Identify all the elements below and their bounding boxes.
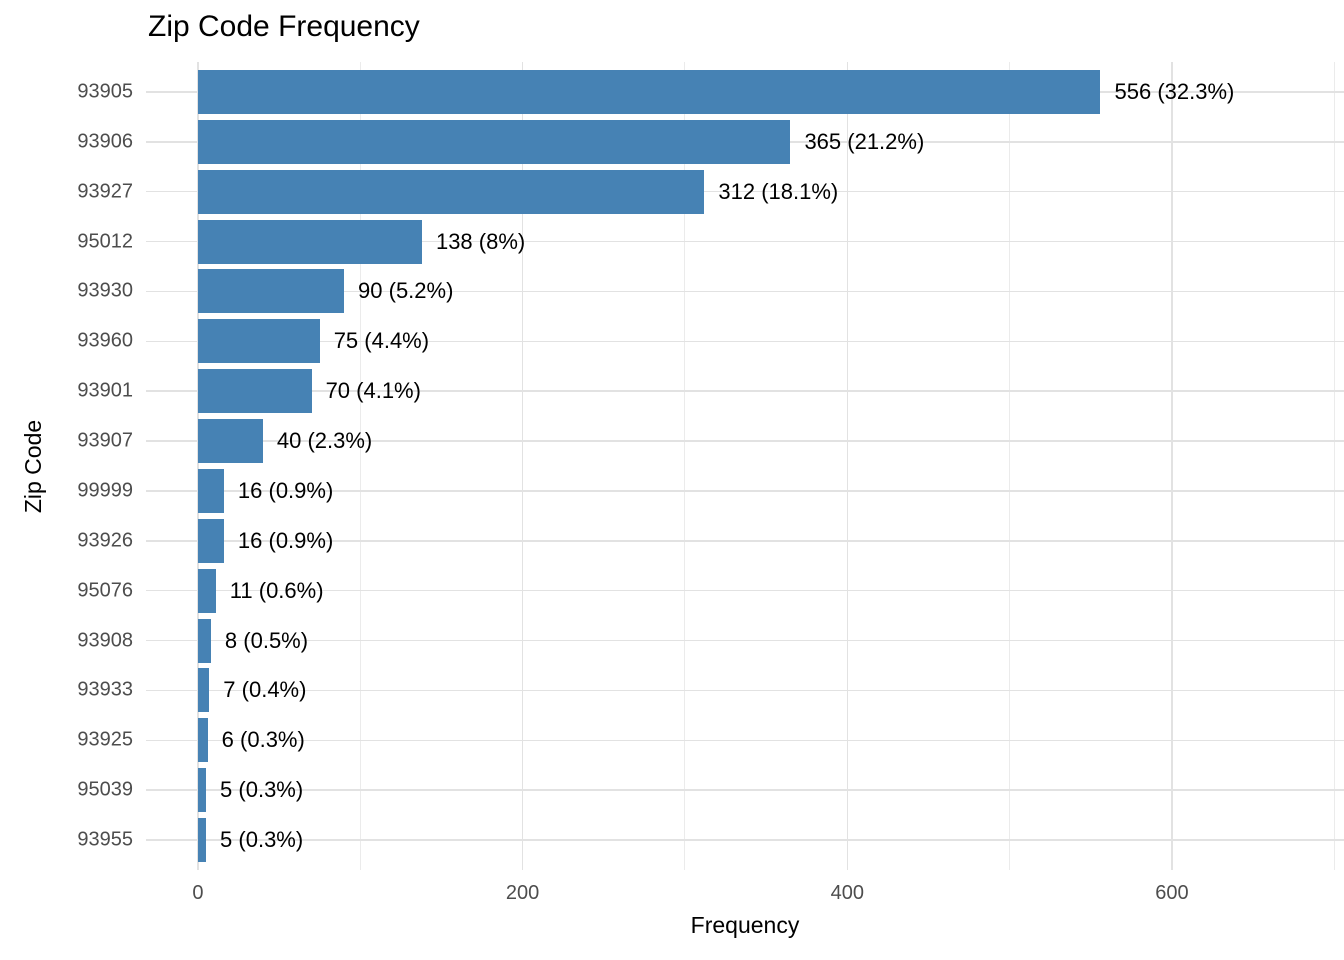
y-tick-label-93905: 93905 xyxy=(77,80,133,103)
gridline-major-y-93925 xyxy=(146,739,1344,742)
chart-title: Zip Code Frequency xyxy=(148,10,420,43)
bar-value-label-93925: 6 (0.3%) xyxy=(221,727,305,753)
bar-95076 xyxy=(197,568,216,613)
bar-value-label-93908: 8 (0.5%) xyxy=(224,627,309,653)
y-tick-label-93926: 93926 xyxy=(77,529,133,552)
x-tick-label-400: 400 xyxy=(830,882,864,904)
gridline-major-y-95012 xyxy=(146,240,1344,243)
bar-93906 xyxy=(197,119,791,164)
y-tick-label-95039: 95039 xyxy=(77,778,133,801)
bar-93926 xyxy=(197,518,224,563)
x-tick-label-200: 200 xyxy=(505,882,540,904)
bar-93925 xyxy=(197,718,208,763)
gridline-minor-x-300 xyxy=(684,62,686,870)
gridline-minor-x-500 xyxy=(1009,62,1011,870)
bar-value-label-93960: 75 (4.4%) xyxy=(333,328,430,354)
bar-93907 xyxy=(197,419,263,464)
y-tick-label-93927: 93927 xyxy=(77,180,133,203)
gridline-major-x-0 xyxy=(197,62,199,870)
gridline-major-y-93901 xyxy=(146,390,1344,392)
bar-93930 xyxy=(197,269,345,314)
bar-value-label-93927: 312 (18.1%) xyxy=(718,178,839,204)
bar-value-label-93955: 5 (0.3%) xyxy=(220,827,304,853)
y-tick-label-93933: 93933 xyxy=(77,678,133,701)
gridline-major-y-93930 xyxy=(146,290,1344,293)
y-tick-label-93907: 93907 xyxy=(77,429,133,452)
gridline-major-y-93926 xyxy=(146,540,1344,542)
gridline-major-x-400 xyxy=(846,62,849,870)
bar-value-label-93930: 90 (5.2%) xyxy=(358,278,454,304)
y-tick-label-93930: 93930 xyxy=(77,279,133,302)
gridline-major-x-600 xyxy=(1171,62,1173,870)
bar-value-label-99999: 16 (0.9%) xyxy=(237,477,334,503)
plot-panel: 556 (32.3%) 365 (21.2%) 312 (18.1%) 138 (8%… xyxy=(146,62,1344,870)
y-tick-label-93955: 93955 xyxy=(77,828,133,851)
x-axis-title: Frequency xyxy=(690,912,800,938)
gridline-major-y-99999 xyxy=(146,490,1344,492)
bar-value-label-95076: 11 (0.6%) xyxy=(229,577,324,603)
y-tick-label-95012: 95012 xyxy=(77,230,133,253)
bar-value-label-93905: 556 (32.3%) xyxy=(1114,78,1235,104)
bar-value-label-93901: 70 (4.1%) xyxy=(325,378,421,404)
gridline-major-x-200 xyxy=(521,62,524,870)
bar-93933 xyxy=(197,668,210,713)
bar-93927 xyxy=(197,169,705,214)
y-tick-labels: 93905 93906 93927 95012 93930 93960 93901 93907… xyxy=(0,62,133,870)
bar-93960 xyxy=(197,319,320,364)
x-tick-label-0: 0 xyxy=(192,882,204,904)
gridline-major-y-93933 xyxy=(146,689,1344,692)
y-tick-label-93901: 93901 xyxy=(77,379,133,402)
bar-value-label-93907: 40 (2.3%) xyxy=(276,428,373,454)
gridline-minor-x-100 xyxy=(359,62,361,870)
y-tick-label-93906: 93906 xyxy=(77,130,133,153)
bar-value-label-93933: 7 (0.4%) xyxy=(223,677,307,703)
y-tick-label-93960: 93960 xyxy=(77,329,133,352)
bar-93955 xyxy=(197,818,207,863)
bar-95012 xyxy=(197,219,422,264)
bar-95039 xyxy=(197,768,207,813)
bar-99999 xyxy=(197,468,224,513)
bar-value-label-95039: 5 (0.3%) xyxy=(220,777,304,803)
bar-93901 xyxy=(197,369,312,414)
gridline-major-y-93907 xyxy=(146,440,1344,442)
gridline-major-y-93908 xyxy=(146,639,1344,642)
bar-value-label-95012: 138 (8%) xyxy=(435,228,526,254)
gridline-major-y-93955 xyxy=(146,839,1344,841)
y-tick-label-93908: 93908 xyxy=(77,629,133,652)
y-tick-label-95076: 95076 xyxy=(77,579,133,602)
gridline-major-y-93960 xyxy=(146,340,1344,343)
y-tick-label-93925: 93925 xyxy=(77,728,133,751)
bar-93905 xyxy=(197,69,1101,114)
bar-value-label-93906: 365 (21.2%) xyxy=(804,128,925,154)
gridline-major-y-95076 xyxy=(146,589,1344,592)
bar-93908 xyxy=(197,618,211,663)
x-tick-label-600: 600 xyxy=(1155,882,1189,904)
gridline-minor-x-700 xyxy=(1333,62,1335,870)
gridline-major-y-93927 xyxy=(146,190,1344,193)
gridline-major-y-95039 xyxy=(146,789,1344,791)
y-tick-label-99999: 99999 xyxy=(77,479,133,502)
bar-value-label-93926: 16 (0.9%) xyxy=(237,527,334,553)
